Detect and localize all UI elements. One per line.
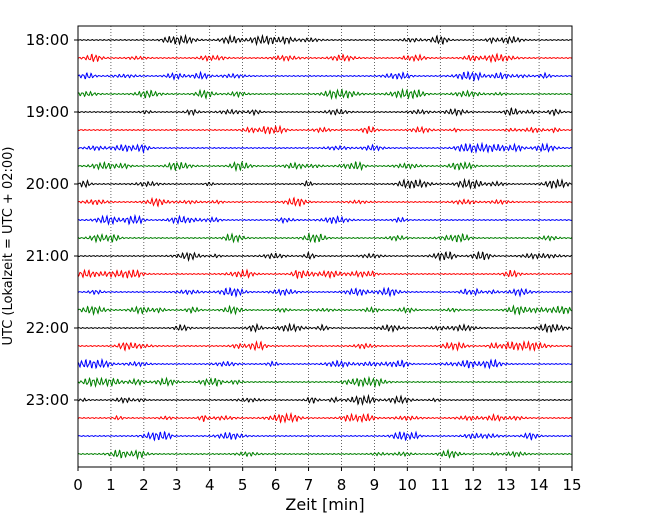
x-tick-label: 4: [205, 476, 215, 494]
x-axis-ticks: 0 1 2 3 4 5 6 7 8 9 10 11 12 13 14 15: [73, 467, 582, 494]
x-tick-label: 2: [139, 476, 149, 494]
x-tick-label: 14: [530, 476, 549, 494]
seismogram-trace: [77, 213, 573, 226]
x-tick-label: 10: [398, 476, 417, 494]
seismogram-trace: [77, 448, 573, 461]
y-tick-label: 23:00: [26, 391, 69, 409]
seismogram-trace: [77, 52, 573, 64]
x-tick-label: 11: [431, 476, 450, 494]
y-axis-ticks: 18:00 19:00 20:00 21:00 22:00 23:00: [26, 31, 78, 409]
seismogram-trace: [77, 357, 573, 370]
seismogram-trace: [77, 430, 573, 442]
seismogram-trace: [77, 268, 573, 280]
y-tick-label: 20:00: [26, 175, 69, 193]
seismogram-trace: [77, 70, 573, 83]
seismogram-trace: [77, 304, 573, 316]
x-tick-label: 5: [238, 476, 248, 494]
x-tick-label: 13: [497, 476, 516, 494]
x-tick-label: 9: [370, 476, 380, 494]
y-axis-label: UTC (Lokalzeit = UTC + 02:00): [1, 147, 16, 346]
x-tick-label: 15: [562, 476, 581, 494]
x-tick-label: 6: [271, 476, 281, 494]
seismogram-trace: [77, 375, 573, 389]
x-tick-label: 3: [172, 476, 182, 494]
seismogram-trace: [77, 232, 573, 244]
seismogram-trace: [77, 250, 573, 262]
seismogram-trace: [77, 177, 573, 190]
plot-frame: [77, 25, 573, 468]
y-tick-label: 22:00: [26, 319, 69, 337]
seismogram-trace: [77, 339, 573, 352]
x-tick-label: 12: [464, 476, 483, 494]
seismogram-trace: [77, 33, 573, 47]
x-tick-label: 1: [106, 476, 116, 494]
seismogram-trace: [77, 286, 573, 298]
plot-area: [78, 26, 572, 467]
y-tick-label: 19:00: [26, 103, 69, 121]
x-tick-label: 0: [73, 476, 83, 494]
seismogram-trace: [77, 87, 573, 101]
y-tick-label: 18:00: [26, 31, 69, 49]
seismogram-traces: [77, 33, 573, 461]
seismogram-trace: [77, 411, 573, 424]
y-tick-label: 21:00: [26, 247, 69, 265]
seismogram-trace: [77, 393, 573, 407]
seismogram-trace: [77, 124, 573, 135]
seismogram-trace: [77, 141, 573, 155]
seismogram-trace: [77, 107, 573, 117]
x-tick-label: 7: [304, 476, 314, 494]
seismogram-trace: [77, 160, 573, 173]
x-tick-label: 8: [337, 476, 347, 494]
seismogram-trace: [77, 322, 573, 334]
x-axis-label: Zeit [min]: [285, 495, 364, 514]
seismogram-trace: [77, 196, 572, 208]
